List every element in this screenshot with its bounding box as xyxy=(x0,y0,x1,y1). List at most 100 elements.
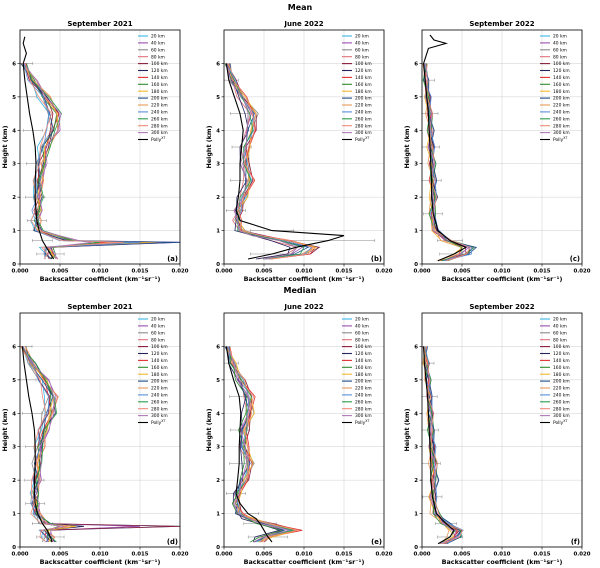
y-tick-label: 1 xyxy=(12,229,16,235)
legend-entry: 160 km xyxy=(553,365,570,371)
legend-entry: 220 km xyxy=(355,386,372,392)
x-tick-label: 0.020 xyxy=(171,552,188,558)
x-tick-label: 0.000 xyxy=(413,269,430,275)
x-tick-label: 0.005 xyxy=(453,552,470,558)
x-tick-label: 0.005 xyxy=(51,269,68,275)
plot-frame xyxy=(223,312,385,548)
y-axis-label: Height (km) xyxy=(403,125,411,168)
legend-entry: 140 km xyxy=(151,75,168,81)
y-axis-label: Height (km) xyxy=(205,125,213,168)
y-tick-label: 0 xyxy=(12,262,16,268)
legend-entry: 180 km xyxy=(355,372,372,378)
x-tick-label: 0.005 xyxy=(51,552,68,558)
legend-entry: PollyXT xyxy=(553,136,567,143)
y-tick-label: 6 xyxy=(414,344,418,350)
series-line-240km xyxy=(225,63,313,260)
legend-entry: 100 km xyxy=(553,344,570,350)
series-line-300km xyxy=(227,63,299,260)
x-tick-label: 0.000 xyxy=(215,269,232,275)
row-title-mean: Mean xyxy=(288,3,313,12)
plot-frame xyxy=(19,312,181,548)
series-line-260km xyxy=(20,346,62,543)
x-tick-label: 0.010 xyxy=(91,552,108,558)
panels: September 2021 0.000 0.005 0.010 0.015 0.020 0… xyxy=(1,20,591,566)
y-tick-label: 5 xyxy=(216,378,220,384)
panel-3: September 2022 0.000 0.005 0.010 0.015 0.020 0… xyxy=(403,20,591,283)
x-axis-label: Backscatter coefficient (km⁻¹sr⁻¹) xyxy=(442,558,563,566)
legend-entry: 20 km xyxy=(553,34,567,40)
legend-entry: 280 km xyxy=(553,406,570,412)
y-tick-label: 4 xyxy=(216,411,220,417)
x-tick-label: 0.005 xyxy=(255,269,272,275)
legend-entry: 260 km xyxy=(151,399,168,405)
legend-entry: 280 km xyxy=(553,123,570,129)
y-tick-label: 5 xyxy=(414,378,418,384)
legend-entry: 120 km xyxy=(553,68,570,74)
panel-label: (d) xyxy=(167,538,178,546)
series-line-280km xyxy=(229,346,299,543)
legend-entry: 180 km xyxy=(355,89,372,95)
legend-entry: 240 km xyxy=(151,110,168,116)
y-tick-label: 0 xyxy=(414,545,418,551)
y-tick-label: 4 xyxy=(12,128,16,134)
legend-entry: 140 km xyxy=(355,75,372,81)
y-tick-label: 1 xyxy=(414,512,418,518)
legend-entry: 220 km xyxy=(151,103,168,109)
legend-entry: 140 km xyxy=(355,358,372,364)
series-line-140km xyxy=(229,346,303,543)
series-line-260km xyxy=(26,63,101,260)
y-tick-label: 1 xyxy=(216,229,220,235)
legend-entry: 80 km xyxy=(151,337,165,343)
x-tick-label: 0.000 xyxy=(11,552,28,558)
panel-title: September 2021 xyxy=(67,303,132,311)
series-line-polly xyxy=(225,346,273,543)
x-tick-label: 0.020 xyxy=(171,269,188,275)
series-line-220km xyxy=(422,63,462,262)
x-tick-label: 0.015 xyxy=(533,269,550,275)
series-line-100km xyxy=(21,346,181,543)
legend-entry: 120 km xyxy=(355,68,372,74)
legend-entry: 140 km xyxy=(553,358,570,364)
y-tick-label: 3 xyxy=(216,445,220,451)
legend-entry: 20 km xyxy=(151,34,165,40)
legend-entry: 240 km xyxy=(553,110,570,116)
legend-entry: 100 km xyxy=(355,344,372,350)
legend-entry: 260 km xyxy=(151,116,168,122)
legend-entry: 200 km xyxy=(355,379,372,385)
y-tick-label: 4 xyxy=(216,128,220,134)
legend-entry: 180 km xyxy=(151,372,168,378)
legend-entry: 300 km xyxy=(151,130,168,136)
legend-entry: 200 km xyxy=(553,96,570,102)
y-tick-label: 2 xyxy=(12,478,16,484)
y-tick-label: 2 xyxy=(216,195,220,201)
legend-entry: 180 km xyxy=(553,89,570,95)
panel-5: June 2022 0.000 0.005 0.010 0.015 0.020 0 1 2 3 4 5… xyxy=(205,303,393,566)
panel-label: (c) xyxy=(570,255,580,263)
y-tick-label: 0 xyxy=(12,545,16,551)
series-line-300km xyxy=(23,63,93,259)
legend-entry: 100 km xyxy=(151,61,168,67)
legend-entry: 240 km xyxy=(151,393,168,399)
panel-title: September 2022 xyxy=(469,303,534,311)
legend-entry: 260 km xyxy=(355,116,372,122)
y-tick-label: 6 xyxy=(12,344,16,350)
panel-1: September 2021 0.000 0.005 0.010 0.015 0.020 0… xyxy=(1,20,189,283)
legend-entry: 20 km xyxy=(355,34,369,40)
legend-entry: 280 km xyxy=(151,123,168,129)
row-title-median: Median xyxy=(284,286,317,295)
series-line-200km xyxy=(224,346,286,543)
legend-entry: 200 km xyxy=(355,96,372,102)
legend-entry: PollyXT xyxy=(151,136,165,143)
series-line-120km xyxy=(224,63,291,260)
x-tick-label: 0.010 xyxy=(295,552,312,558)
legend-entry: 300 km xyxy=(151,413,168,419)
x-tick-label: 0.020 xyxy=(573,269,590,275)
x-tick-label: 0.020 xyxy=(573,552,590,558)
series-line-polly xyxy=(22,36,55,260)
legend-entry: 100 km xyxy=(553,61,570,67)
legend-entry: 260 km xyxy=(553,116,570,122)
panel-label: (b) xyxy=(371,255,382,263)
legend-entry: 300 km xyxy=(355,413,372,419)
